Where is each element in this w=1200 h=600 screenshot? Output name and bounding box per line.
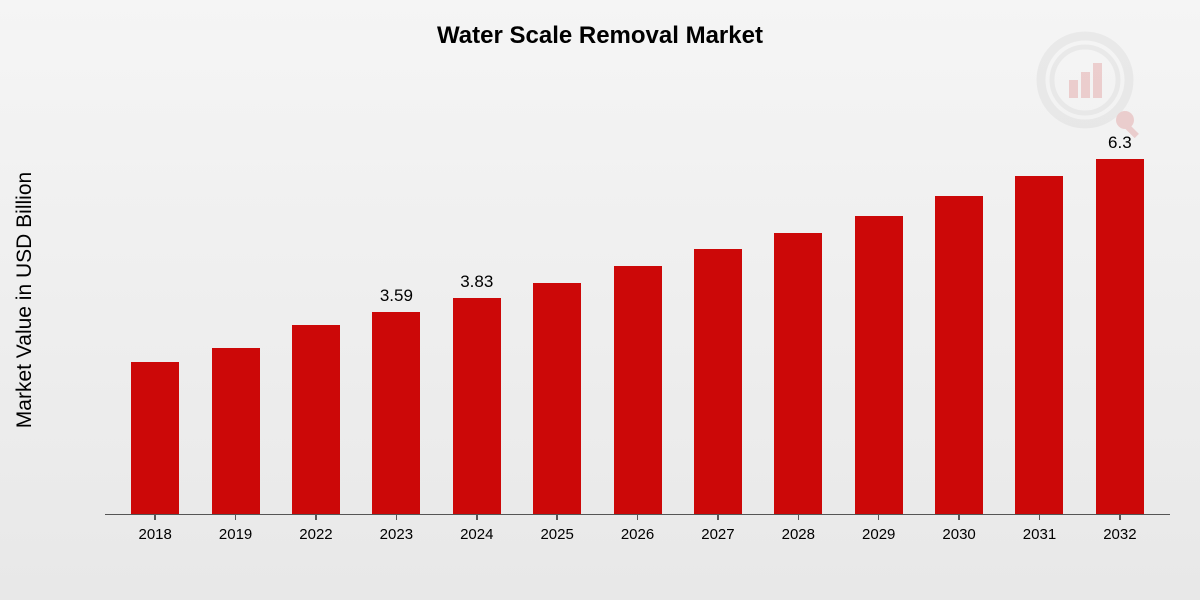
bar-group (517, 120, 597, 514)
x-tick-group: 2025 (517, 520, 597, 545)
bar-value-label: 3.83 (460, 272, 493, 292)
bar (372, 312, 420, 514)
bar (453, 298, 501, 514)
x-tick (396, 514, 398, 520)
bar (212, 348, 260, 514)
bar-value-label: 3.59 (380, 286, 413, 306)
bar (614, 266, 662, 514)
x-tick-group: 2018 (115, 520, 195, 545)
chart-title: Water Scale Removal Market (0, 22, 1200, 50)
x-tick-group: 2030 (919, 520, 999, 545)
x-tick (1119, 514, 1121, 520)
bar (533, 283, 581, 514)
bar-group: 6.3 (1080, 120, 1160, 514)
bar-group: 3.83 (437, 120, 517, 514)
bar-group (839, 120, 919, 514)
x-axis-label: 2022 (299, 520, 332, 545)
x-axis-label: 2029 (862, 520, 895, 545)
bar-group: 3.59 (356, 120, 436, 514)
x-tick (717, 514, 719, 520)
x-tick-group: 2026 (597, 520, 677, 545)
bar-group (678, 120, 758, 514)
bar-group (195, 120, 275, 514)
x-tick (315, 514, 317, 520)
bar (1096, 159, 1144, 514)
x-axis-label: 2027 (701, 520, 734, 545)
x-axis-label: 2026 (621, 520, 654, 545)
bar (774, 233, 822, 514)
x-axis-label: 2018 (139, 520, 172, 545)
x-axis-label: 2023 (380, 520, 413, 545)
bar-group (919, 120, 999, 514)
x-tick (878, 514, 880, 520)
bar (855, 216, 903, 514)
bar (935, 196, 983, 514)
bar-group (758, 120, 838, 514)
x-axis-label: 2019 (219, 520, 252, 545)
x-axis-label: 2031 (1023, 520, 1056, 545)
bar (694, 249, 742, 514)
x-tick-group: 2028 (758, 520, 838, 545)
plot-area: 3.59 3.83 6.3 (105, 120, 1170, 515)
x-axis-label: 2030 (942, 520, 975, 545)
x-tick-group: 2032 (1080, 520, 1160, 545)
bar-group (115, 120, 195, 514)
x-tick-group: 2019 (195, 520, 275, 545)
x-tick (476, 514, 478, 520)
x-tick (958, 514, 960, 520)
x-tick-group: 2031 (999, 520, 1079, 545)
x-tick (154, 514, 156, 520)
x-tick (798, 514, 800, 520)
bar-group (276, 120, 356, 514)
bar-group (999, 120, 1079, 514)
x-tick-group: 2024 (437, 520, 517, 545)
x-axis-label: 2032 (1103, 520, 1136, 545)
x-tick-group: 2027 (678, 520, 758, 545)
bar-value-label: 6.3 (1108, 133, 1132, 153)
x-tick (556, 514, 558, 520)
x-tick-group: 2022 (276, 520, 356, 545)
x-axis-label: 2025 (540, 520, 573, 545)
y-axis-label: Market Value in USD Billion (13, 150, 37, 450)
bar-group (597, 120, 677, 514)
x-axis-label: 2024 (460, 520, 493, 545)
x-axis-label: 2028 (782, 520, 815, 545)
bars-area: 3.59 3.83 6.3 (105, 120, 1170, 514)
chart-container: 3.59 3.83 6.3 2018 2019 2022 2023 2024 2025 2026… (105, 120, 1170, 545)
x-tick-group: 2029 (839, 520, 919, 545)
bar (1015, 176, 1063, 514)
x-axis-labels: 2018 2019 2022 2023 2024 2025 2026 2027 2028 2029… (105, 520, 1170, 545)
x-tick (1039, 514, 1041, 520)
bar (131, 362, 179, 514)
bar (292, 325, 340, 514)
x-tick-group: 2023 (356, 520, 436, 545)
x-tick (637, 514, 639, 520)
x-tick (235, 514, 237, 520)
